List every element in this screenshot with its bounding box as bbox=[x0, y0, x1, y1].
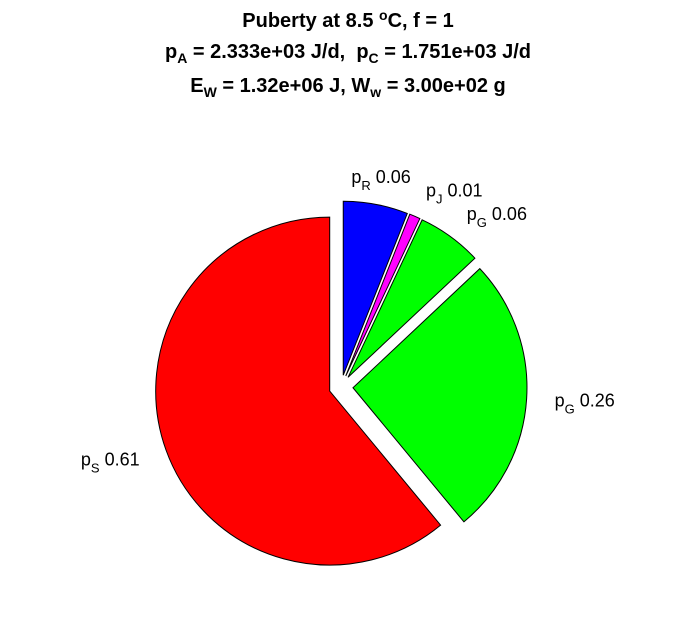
chart-title: Puberty at 8.5 oC, f = 1 pA = 2.333e+03 … bbox=[0, 8, 696, 110]
pie-slice-1 bbox=[345, 213, 421, 377]
pie-label-0: pR 0.06 bbox=[351, 167, 410, 193]
pie-slice-0 bbox=[342, 200, 408, 376]
pie-slice-3 bbox=[352, 267, 528, 523]
title-line-1: Puberty at 8.5 oC, f = 1 bbox=[242, 7, 454, 32]
pie-slice-2 bbox=[347, 219, 476, 378]
pie-label-3: pG 0.26 bbox=[555, 390, 615, 416]
pie-label-1: pJ 0.01 bbox=[426, 181, 483, 207]
title-line-3: EW = 1.32e+06 J, Ww = 3.00e+02 g bbox=[190, 75, 506, 100]
pie-slice-4 bbox=[155, 216, 442, 566]
pie-label-2: pG 0.06 bbox=[467, 204, 527, 230]
pie-label-4: pS 0.61 bbox=[81, 449, 140, 475]
title-line-2: pA = 2.333e+03 J/d, pC = 1.751e+03 J/d bbox=[164, 41, 532, 66]
